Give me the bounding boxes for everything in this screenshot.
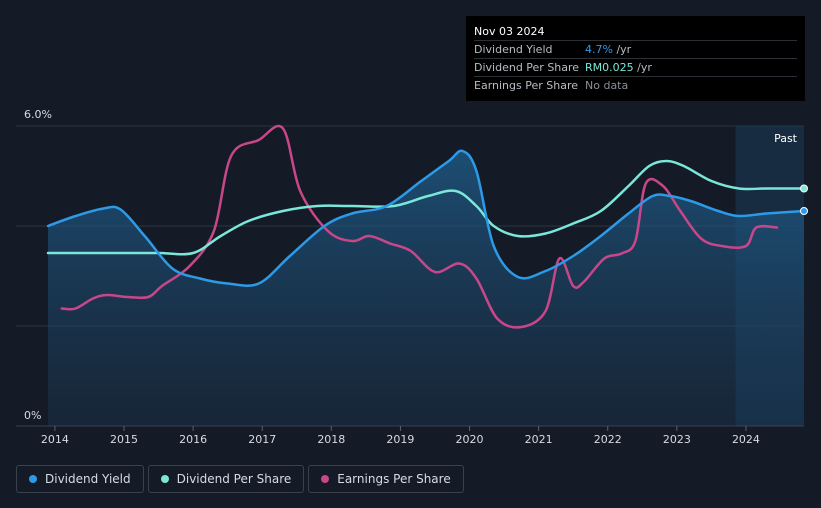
tooltip-value: No data [585,79,629,92]
tooltip-label: Dividend Per Share [474,61,580,74]
legend-dot-icon [160,475,169,483]
legend-dividend-yield[interactable]: Dividend Yield [16,465,144,493]
legend-dividend-per-share[interactable]: Dividend Per Share [147,465,305,493]
dividend-per-share-line-end-marker [800,184,808,193]
axis-layer: 6.0% 0%2014 2015 2016 2017 2018 2019 2020 2021 20… [16,108,804,446]
y-tick-label: 0% [24,409,41,422]
legend-label: Dividend Yield [45,472,131,486]
x-tick-label: 2024 [732,433,760,446]
tooltip-unit: /yr [633,61,652,74]
tooltip-unit: /yr [612,43,632,56]
x-tick-label: 2019 [386,433,414,446]
legend: Dividend Yield Dividend Per Share Earnin… [16,465,468,493]
line-layer [46,124,808,329]
legend-label: Dividend Per Share [176,472,292,486]
x-tick-label: 2015 [110,433,138,446]
x-tick-label: 2022 [594,433,622,446]
x-tick-label: 2014 [41,433,69,446]
tooltip-value: RM0.025 [585,61,634,74]
x-tick-label: 2016 [179,433,207,446]
legend-dot-icon [29,475,37,483]
x-tick-label: 2017 [248,433,276,446]
dividend-yield-area [48,150,804,426]
legend-label: Earnings Per Share [337,472,451,486]
y-tick-label: 6.0% [24,108,52,121]
earnings-per-share-line [60,124,779,329]
area-layer [48,150,804,426]
tooltip-label: Earnings Per Share [474,79,579,92]
x-tick-label: 2023 [663,433,691,446]
legend-earnings-per-share[interactable]: Earnings Per Share [308,465,464,493]
dividend-per-share-line [46,159,806,256]
dividend-yield-line-end-marker [800,207,808,215]
past-label: Past [774,132,798,145]
tooltip-row-earnings-per-share: Earnings Per Share No data [474,76,797,94]
legend-dot-icon [321,475,330,483]
x-tick-label: 2018 [317,433,345,446]
x-tick-label: 2020 [456,433,484,446]
tooltip-row-dividend-per-share: Dividend Per Share RM0.025 /yr [474,58,797,76]
dividend-yield-line [46,149,806,287]
tooltip: Nov 03 2024 Dividend Yield 4.7% /yr Divi… [466,16,805,101]
tooltip-row-dividend-yield: Dividend Yield 4.7% /yr [474,40,797,58]
tooltip-value: 4.7% [585,43,613,56]
tooltip-label: Dividend Yield [474,43,553,56]
tooltip-date: Nov 03 2024 [474,25,545,38]
x-tick-label: 2021 [525,433,553,446]
